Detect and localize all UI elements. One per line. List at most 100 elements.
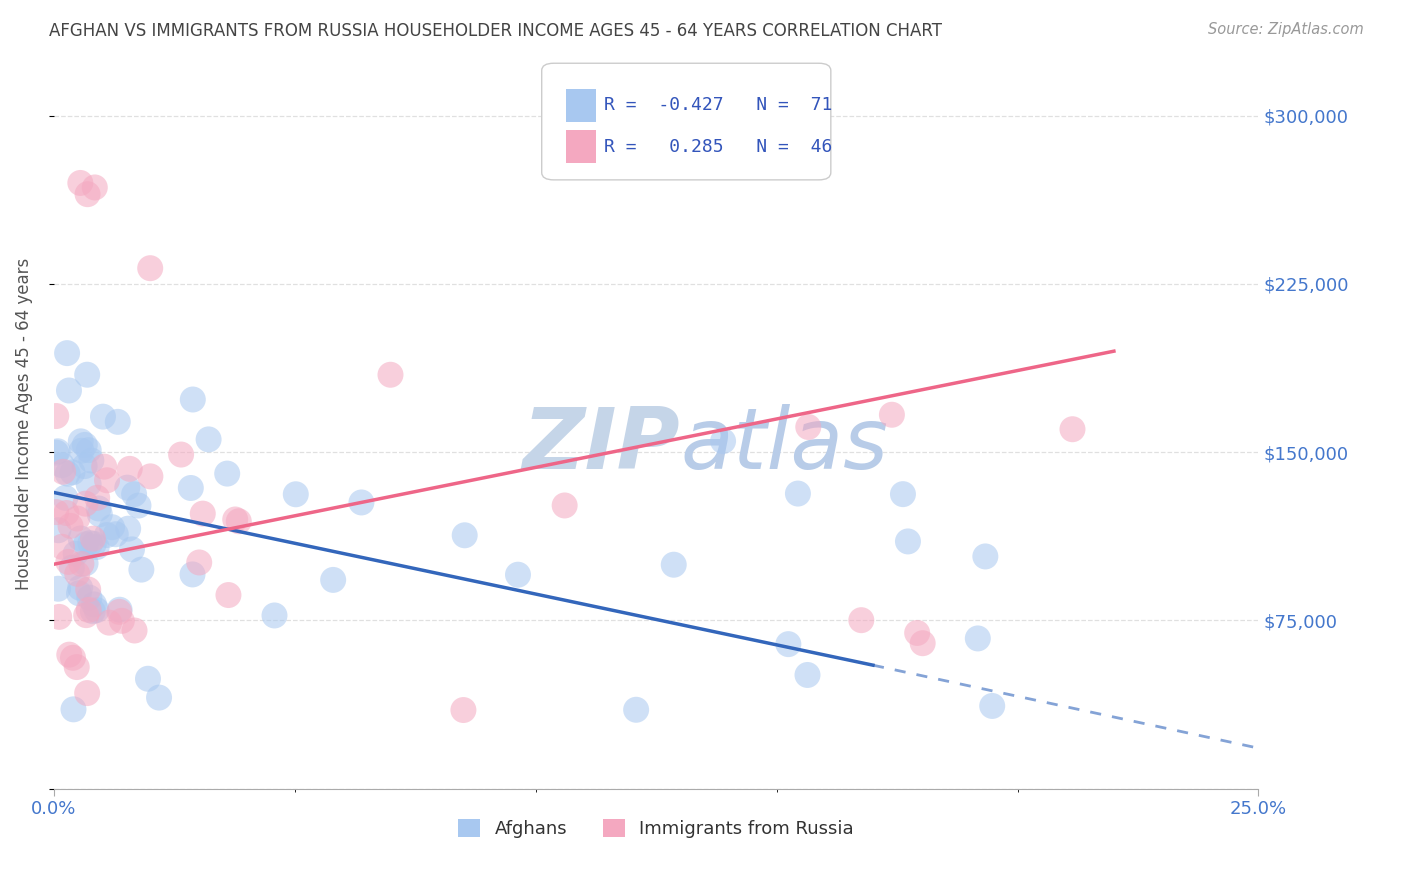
Point <box>454 528 477 542</box>
Point <box>51 458 73 472</box>
Point <box>96 528 118 542</box>
Point <box>880 408 903 422</box>
Point <box>117 481 139 495</box>
Point <box>86 540 108 554</box>
Point <box>453 703 475 717</box>
Point <box>86 491 108 505</box>
Point <box>554 499 576 513</box>
Point <box>80 453 103 467</box>
Point <box>79 536 101 550</box>
Point <box>82 532 104 546</box>
Point <box>76 368 98 382</box>
Point <box>851 613 873 627</box>
Point <box>69 176 91 190</box>
Point <box>170 448 193 462</box>
Point <box>263 608 285 623</box>
Point <box>66 566 89 581</box>
Point <box>380 368 402 382</box>
Point <box>127 499 149 513</box>
Point <box>191 507 214 521</box>
Point <box>69 581 91 595</box>
Point <box>101 520 124 534</box>
Point <box>181 567 204 582</box>
Point <box>83 537 105 551</box>
Point <box>77 582 100 597</box>
Point <box>974 549 997 564</box>
Text: R =   0.285   N =  46: R = 0.285 N = 46 <box>605 138 832 156</box>
Point <box>322 573 344 587</box>
Point <box>98 615 121 630</box>
Point <box>197 433 219 447</box>
Point <box>70 443 93 458</box>
Point <box>89 508 111 522</box>
Point <box>228 514 250 528</box>
Point <box>70 557 93 571</box>
Point <box>69 434 91 449</box>
Point <box>76 187 98 202</box>
Point <box>217 467 239 481</box>
Point <box>711 434 734 448</box>
Point <box>62 702 84 716</box>
Text: ZIP: ZIP <box>523 404 681 487</box>
Point <box>62 466 84 480</box>
Point <box>93 459 115 474</box>
Point <box>284 487 307 501</box>
Point <box>108 603 131 617</box>
Point <box>787 486 810 500</box>
Point <box>797 420 820 434</box>
Point <box>55 506 77 520</box>
Text: Source: ZipAtlas.com: Source: ZipAtlas.com <box>1208 22 1364 37</box>
Point <box>76 686 98 700</box>
Point <box>77 477 100 491</box>
Point <box>121 542 143 557</box>
Point <box>891 487 914 501</box>
Point <box>58 555 80 569</box>
Point <box>65 547 87 561</box>
Bar <box>565 89 596 121</box>
Point <box>981 698 1004 713</box>
Point <box>148 690 170 705</box>
Point <box>136 672 159 686</box>
Point <box>624 703 647 717</box>
Point <box>48 610 70 624</box>
Point <box>87 501 110 516</box>
Point <box>104 527 127 541</box>
Point <box>188 556 211 570</box>
Point <box>897 534 920 549</box>
Point <box>73 438 96 452</box>
Point <box>46 582 69 596</box>
Point <box>66 660 89 674</box>
Point <box>58 648 80 662</box>
Point <box>118 462 141 476</box>
Text: atlas: atlas <box>681 404 889 487</box>
Point <box>62 650 84 665</box>
Point <box>73 459 96 474</box>
FancyBboxPatch shape <box>541 63 831 180</box>
Point <box>86 603 108 617</box>
Point <box>506 567 529 582</box>
Text: R =  -0.427   N =  71: R = -0.427 N = 71 <box>605 95 832 114</box>
Point <box>79 591 101 605</box>
Point <box>966 632 988 646</box>
Legend: Afghans, Immigrants from Russia: Afghans, Immigrants from Russia <box>451 812 860 845</box>
Point <box>77 443 100 458</box>
Point <box>75 497 97 511</box>
Point <box>111 614 134 628</box>
Point <box>905 626 928 640</box>
Point <box>67 586 90 600</box>
Point <box>1062 422 1084 436</box>
Point <box>75 537 97 551</box>
Point <box>108 605 131 619</box>
Point <box>83 180 105 194</box>
Point <box>217 588 239 602</box>
Point <box>139 469 162 483</box>
Point <box>59 519 82 533</box>
Point <box>66 511 89 525</box>
Y-axis label: Householder Income Ages 45 - 64 years: Householder Income Ages 45 - 64 years <box>15 258 32 591</box>
Point <box>51 540 73 554</box>
Point <box>52 465 75 479</box>
Point <box>82 604 104 618</box>
Point <box>796 668 818 682</box>
Point <box>45 505 67 519</box>
Point <box>60 560 83 574</box>
